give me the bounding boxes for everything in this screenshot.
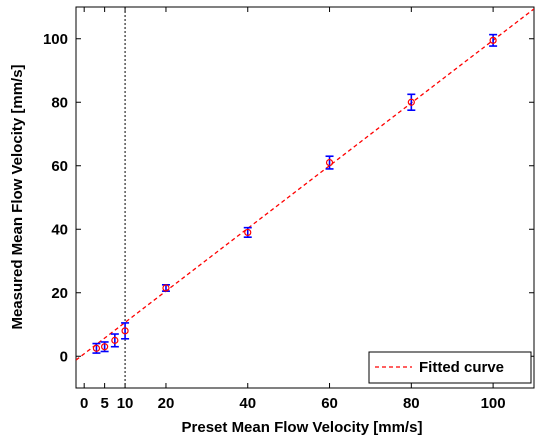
data-marker xyxy=(407,98,415,106)
plot-frame xyxy=(75,6,535,389)
data-marker xyxy=(325,158,334,167)
legend-fitted-curve-label: Fitted curve xyxy=(419,359,504,376)
data-point xyxy=(121,322,130,340)
plot-area xyxy=(75,6,535,389)
data-marker xyxy=(111,336,119,344)
x-tick-label: 0 xyxy=(80,395,88,412)
fitted-curve-line xyxy=(76,8,534,361)
y-tick-label: 0 xyxy=(60,348,68,365)
data-point xyxy=(325,155,334,170)
x-axis-label: Preset Mean Flow Velocity [mm/s] xyxy=(182,419,423,436)
y-tick-label: 40 xyxy=(51,221,68,238)
y-tick-label: 100 xyxy=(43,31,68,48)
y-tick-labels: 0 20 40 60 80 100 xyxy=(43,31,68,366)
y-tick-label: 60 xyxy=(51,158,68,175)
legend: Fitted curve xyxy=(368,351,532,384)
y-axis-label: Measured Mean Flow Velocity [mm/s] xyxy=(9,64,26,329)
x-tick-label: 5 xyxy=(100,395,108,412)
data-marker xyxy=(489,36,497,44)
x-tick-label: 60 xyxy=(321,395,338,412)
data-marker xyxy=(92,344,101,352)
data-point xyxy=(100,341,109,353)
data-marker xyxy=(121,327,129,335)
y-tick-label: 20 xyxy=(51,285,68,302)
x-tick-labels: 0 5 10 20 40 60 80 100 xyxy=(80,395,506,412)
x-tick-label: 20 xyxy=(158,395,175,412)
data-point xyxy=(243,226,252,238)
data-marker xyxy=(244,228,252,237)
data-point xyxy=(92,342,101,354)
x-tick-label: 100 xyxy=(481,395,506,412)
x-tick-label: 80 xyxy=(403,395,420,412)
data-marker xyxy=(162,284,170,292)
data-point xyxy=(407,93,416,111)
y-tick-label: 80 xyxy=(51,94,68,111)
data-point xyxy=(489,33,498,47)
x-tick-label: 10 xyxy=(117,395,134,412)
data-point xyxy=(161,284,170,292)
data-marker xyxy=(101,343,109,351)
data-point xyxy=(110,333,119,348)
x-tick-label: 40 xyxy=(239,395,256,412)
